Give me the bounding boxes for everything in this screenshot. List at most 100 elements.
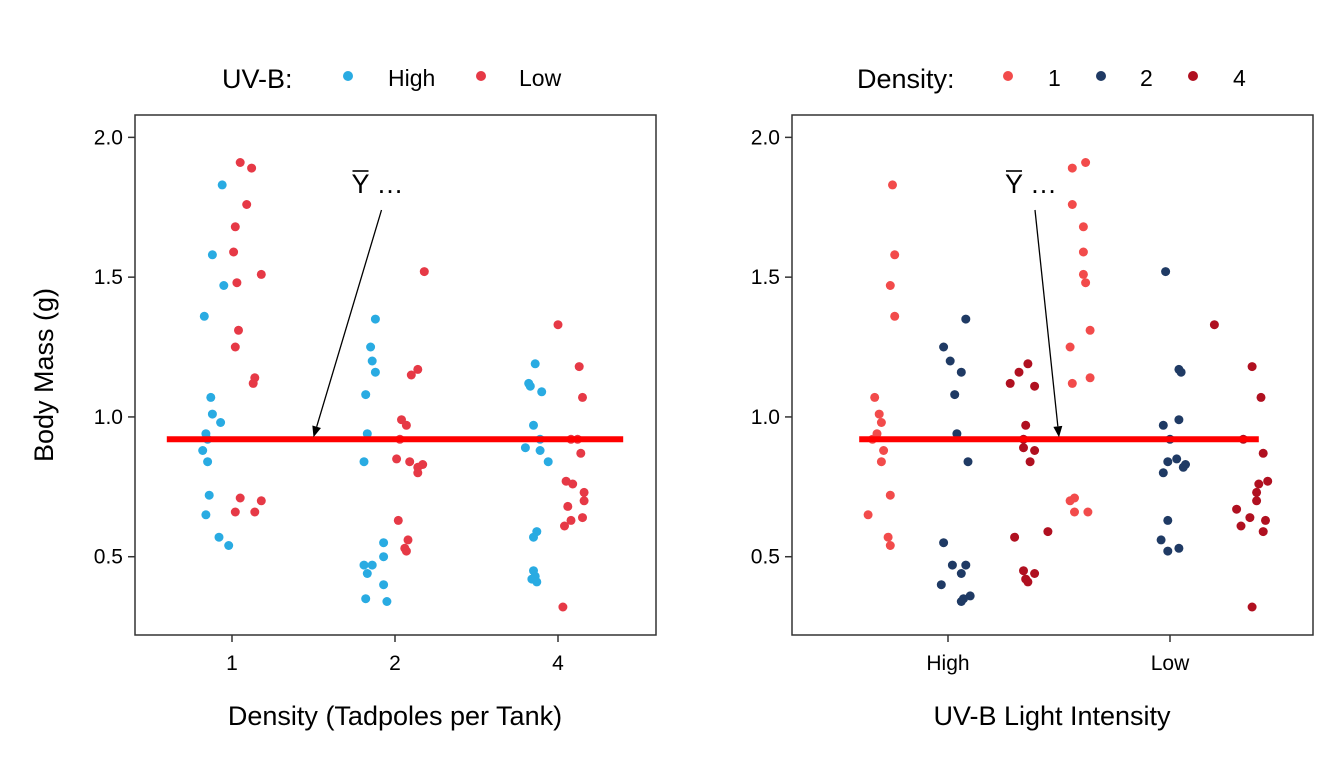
point-1-27: [1065, 496, 1075, 506]
point-high-10: [203, 457, 213, 467]
point-low-2: [242, 200, 252, 209]
point-high-4: [206, 392, 216, 402]
point-1-13: [883, 532, 893, 542]
point-2-27: [1156, 535, 1166, 545]
point-high-12: [201, 510, 211, 520]
point-high-37: [535, 446, 545, 455]
point-high-21: [359, 457, 369, 467]
point-4-9: [1043, 527, 1053, 537]
point-low-10: [248, 378, 258, 388]
point-4-29: [1247, 602, 1257, 612]
point-high-5: [207, 409, 217, 419]
point-2-5: [952, 429, 962, 439]
point-low-14: [250, 507, 260, 517]
legend-label-2: 2: [1140, 65, 1153, 91]
point-4-4: [1021, 420, 1031, 430]
legend-key-1: [1003, 71, 1013, 81]
point-4-26: [1261, 515, 1270, 525]
point-4-21: [1254, 479, 1264, 489]
point-2-19: [1174, 415, 1184, 425]
point-high-18: [370, 367, 380, 377]
point-1-28: [1070, 507, 1079, 517]
plot-frame: [134, 114, 657, 636]
point-2-28: [1174, 543, 1184, 553]
legend-key-4: [1188, 71, 1198, 81]
point-4-28: [1258, 527, 1268, 537]
point-2-9: [961, 560, 971, 570]
point-low-1: [247, 163, 257, 173]
point-2-11: [936, 580, 946, 590]
point-high-26: [362, 569, 372, 578]
point-low-40: [563, 501, 573, 511]
point-high-25: [367, 560, 377, 570]
x-tick-label-2: 4: [552, 652, 564, 675]
point-1-11: [885, 490, 895, 500]
point-low-22: [405, 457, 415, 467]
point-2-29: [1163, 546, 1173, 556]
point-low-6: [232, 278, 242, 288]
y-tick-label-3: 2.0: [94, 126, 123, 149]
y-tick-label-1: 1.0: [751, 406, 780, 429]
point-2-10: [956, 569, 966, 578]
legend-key-high: [343, 71, 353, 81]
point-2-7: [939, 538, 949, 548]
point-high-29: [382, 597, 392, 606]
point-4-3: [1030, 381, 1040, 391]
point-low-16: [413, 364, 423, 374]
point-high-14: [224, 541, 234, 550]
point-1-12: [863, 510, 873, 520]
y-tick-label-1: 1.0: [94, 406, 123, 429]
point-low-8: [230, 342, 240, 352]
point-low-31: [574, 362, 584, 372]
point-high-33: [537, 387, 547, 397]
point-low-32: [578, 392, 587, 402]
point-2-6: [963, 457, 973, 467]
point-1-10: [876, 457, 886, 467]
point-low-35: [576, 448, 586, 458]
point-2-18: [1158, 420, 1168, 430]
point-high-13: [214, 532, 224, 542]
y-tick-label-3: 2.0: [751, 126, 780, 149]
point-2-3: [956, 367, 966, 377]
x-axis-title: UV-B Light Intensity: [933, 701, 1171, 731]
point-high-3: [219, 281, 229, 290]
point-2-4: [950, 390, 960, 400]
point-2-14: [956, 597, 966, 606]
legend-label-low: Low: [519, 65, 562, 91]
point-low-19: [401, 420, 411, 430]
point-high-0: [199, 311, 209, 321]
legend-label-4: 4: [1233, 65, 1246, 91]
point-low-37: [568, 479, 578, 489]
point-1-3: [890, 311, 900, 321]
point-high-24: [359, 560, 369, 570]
point-1-6: [876, 418, 886, 427]
point-1-24: [1085, 373, 1095, 383]
point-1-15: [1081, 158, 1091, 167]
point-4-8: [1025, 457, 1035, 467]
point-high-30: [530, 359, 540, 369]
y-tick-label-2: 1.5: [751, 266, 780, 289]
point-4-20: [1263, 476, 1273, 486]
point-1-18: [1078, 222, 1088, 232]
point-1-1: [890, 250, 900, 260]
y-tick-label-0: 0.5: [751, 546, 780, 569]
point-low-42: [566, 515, 576, 525]
point-4-19: [1258, 448, 1268, 458]
annotation-arrowhead: [1053, 425, 1063, 438]
x-axis-title: Density (Tadpoles per Tank): [228, 701, 562, 731]
point-low-43: [560, 521, 569, 531]
point-1-20: [1078, 269, 1088, 279]
point-low-41: [578, 513, 587, 523]
point-1-25: [1067, 378, 1077, 388]
point-high-6: [216, 418, 226, 427]
point-low-17: [406, 370, 416, 380]
point-high-17: [367, 356, 377, 366]
annotation-arrowhead: [312, 425, 321, 438]
point-1-0: [888, 180, 897, 190]
x-tick-label-1: Low: [1151, 652, 1190, 675]
x-axis: High Low: [926, 635, 1190, 675]
point-low-5: [256, 269, 266, 279]
point-high-19: [361, 390, 371, 400]
y-tick-label-0: 0.5: [94, 546, 123, 569]
point-high-44: [532, 577, 542, 587]
